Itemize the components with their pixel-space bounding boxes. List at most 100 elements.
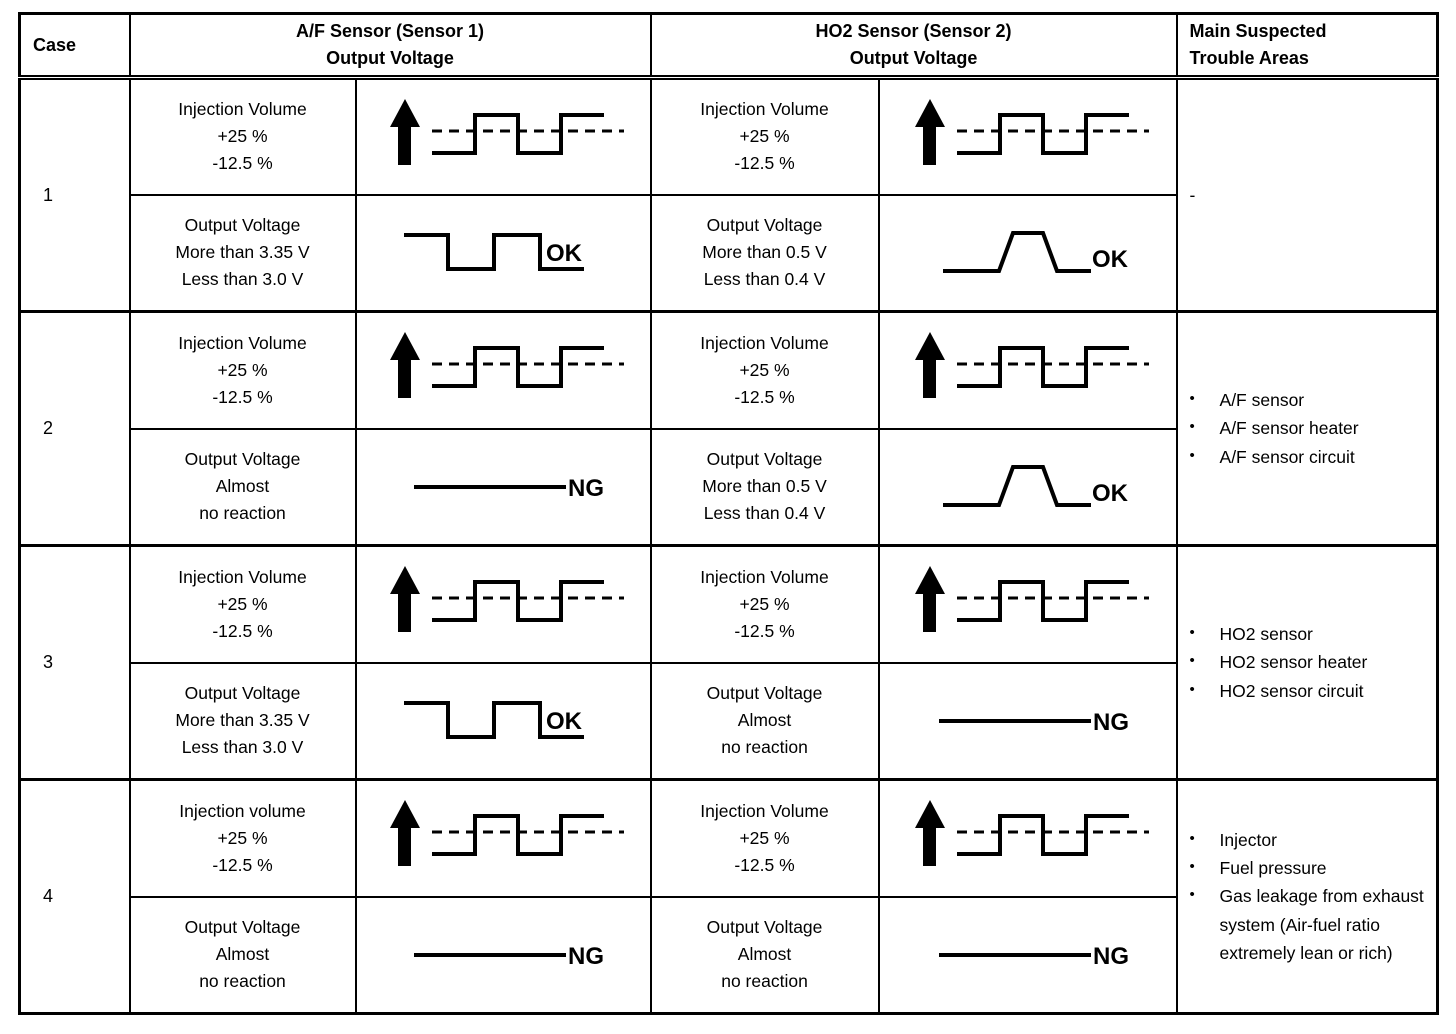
bullet-icon: •: [1189, 829, 1195, 847]
trouble-areas-cell: • A/F sensor • A/F sensor heater • A/F sensor…: [1175, 310, 1439, 547]
af-injection-text: Injection Volume +25 % -12.5 %: [128, 76, 357, 196]
af-output-wave-cell: NG: [354, 427, 652, 547]
trouble-area-text: -: [1189, 184, 1196, 205]
case-4-injection-row: 4 Injection volume +25 % -12.5 % Injecti…: [18, 778, 1439, 1015]
trapezoid-waveform-icon: OK: [880, 207, 1176, 299]
svg-text:NG: NG: [568, 943, 604, 970]
af-injection-text: Injection Volume +25 % -12.5 %: [128, 544, 357, 664]
bullet-icon: •: [1189, 389, 1195, 407]
case-3-output-row: Output Voltage More than 3.35 V Less tha…: [20, 661, 1438, 781]
af-output-wave-cell: NG: [354, 895, 652, 1015]
ho2-injection-wave-cell: [877, 310, 1178, 430]
ho2-output-wave-cell: OK: [877, 193, 1178, 313]
af-output-text: Output Voltage More than 3.35 V Less tha…: [128, 661, 357, 781]
bullet-icon: •: [1189, 886, 1195, 904]
svg-text:NG: NG: [1093, 943, 1129, 970]
af-output-wave-cell: OK: [354, 661, 652, 781]
trapezoid-waveform-icon: OK: [880, 441, 1176, 533]
ho2-output-text: Output Voltage Almost no reaction: [649, 661, 880, 781]
flat-waveform-icon: NG: [880, 909, 1176, 1001]
trouble-area-item: • HO2 sensor heater: [1178, 648, 1437, 676]
af-injection-wave-cell: [354, 76, 652, 196]
trouble-areas-cell: -: [1175, 76, 1439, 313]
trouble-area-item: • HO2 sensor: [1178, 620, 1437, 648]
header-row: Case A/F Sensor (Sensor 1) Output Voltag…: [18, 12, 1439, 80]
trouble-areas-cell: • HO2 sensor • HO2 sensor heater • HO2 sensor…: [1175, 544, 1439, 781]
case-1-output-row: Output Voltage More than 3.35 V Less tha…: [20, 193, 1438, 313]
trouble-area-item: • HO2 sensor circuit: [1178, 677, 1437, 705]
case-number: 1: [18, 76, 131, 313]
header-ho2-sensor: HO2 Sensor (Sensor 2) Output Voltage: [649, 12, 1178, 80]
trouble-area-item: • Fuel pressure: [1178, 854, 1437, 882]
trouble-area-text: A/F sensor heater: [1219, 418, 1359, 439]
injection-waveform-icon: [880, 91, 1176, 183]
diagnostic-table: Case A/F Sensor (Sensor 1) Output Voltag…: [18, 12, 1440, 1015]
trouble-area-text: HO2 sensor: [1219, 623, 1313, 644]
bullet-icon: •: [1189, 623, 1195, 641]
injection-waveform-icon: [357, 558, 650, 650]
af-output-text: Output Voltage More than 3.35 V Less tha…: [128, 193, 357, 313]
header-case: Case: [18, 12, 131, 80]
af-injection-wave-cell: [354, 544, 652, 664]
trouble-area-text: A/F sensor circuit: [1219, 446, 1355, 467]
case-2-injection-row: 2 Injection Volume +25 % -12.5 % Injecti…: [18, 310, 1439, 547]
bullet-icon: •: [1189, 680, 1195, 698]
bullet-icon: •: [1189, 857, 1195, 875]
bullet-icon: •: [1189, 446, 1195, 464]
svg-text:OK: OK: [546, 240, 583, 267]
ho2-output-text: Output Voltage Almost no reaction: [649, 895, 880, 1015]
flat-waveform-icon: NG: [357, 441, 650, 533]
trouble-area-item: • A/F sensor circuit: [1178, 443, 1437, 471]
flat-waveform-icon: NG: [357, 909, 650, 1001]
ho2-injection-wave-cell: [877, 544, 1178, 664]
trouble-area-text: Fuel pressure: [1219, 857, 1327, 878]
case-1-injection-row: 1 Injection Volume +25 % -12.5 % Injecti…: [18, 76, 1439, 313]
svg-text:OK: OK: [546, 708, 583, 735]
trouble-area-text: Injector: [1219, 829, 1277, 850]
ho2-injection-text: Injection Volume +25 % -12.5 %: [649, 778, 880, 898]
ho2-output-text: Output Voltage More than 0.5 V Less than…: [649, 427, 880, 547]
square-waveform-icon: OK: [357, 207, 650, 299]
injection-waveform-icon: [357, 324, 650, 416]
bullet-icon: •: [1189, 418, 1195, 436]
trouble-area-item: • Gas leakage from exhaust system (Air-fu…: [1178, 882, 1437, 967]
ho2-injection-text: Injection Volume +25 % -12.5 %: [649, 544, 880, 664]
trouble-area-text: HO2 sensor heater: [1219, 652, 1368, 673]
trouble-area-item: • A/F sensor: [1178, 386, 1437, 414]
injection-waveform-icon: [357, 792, 650, 884]
trouble-area-text: A/F sensor: [1219, 389, 1305, 410]
ho2-output-wave-cell: NG: [877, 661, 1178, 781]
svg-text:OK: OK: [1092, 246, 1129, 273]
case-3-injection-row: 3 Injection Volume +25 % -12.5 % Injecti…: [18, 544, 1439, 781]
ho2-injection-text: Injection Volume +25 % -12.5 %: [649, 310, 880, 430]
trouble-area-text: HO2 sensor circuit: [1219, 680, 1364, 701]
injection-waveform-icon: [880, 324, 1176, 416]
ho2-injection-wave-cell: [877, 76, 1178, 196]
af-injection-text: Injection volume +25 % -12.5 %: [128, 778, 357, 898]
case-number: 2: [18, 310, 131, 547]
ho2-output-wave-cell: OK: [877, 427, 1178, 547]
case-4-output-row: Output Voltage Almost no reaction NG Out…: [20, 895, 1438, 1015]
af-output-text: Output Voltage Almost no reaction: [128, 427, 357, 547]
square-waveform-icon: OK: [357, 675, 650, 767]
injection-waveform-icon: [880, 558, 1176, 650]
af-injection-wave-cell: [354, 778, 652, 898]
ho2-output-text: Output Voltage More than 0.5 V Less than…: [649, 193, 880, 313]
trouble-area-item: -: [1178, 181, 1437, 209]
case-number: 3: [18, 544, 131, 781]
trouble-area-item: • Injector: [1178, 826, 1437, 854]
case-2-output-row: Output Voltage Almost no reaction NG Out…: [20, 427, 1438, 547]
af-injection-wave-cell: [354, 310, 652, 430]
ho2-output-wave-cell: NG: [877, 895, 1178, 1015]
header-af-sensor: A/F Sensor (Sensor 1) Output Voltage: [128, 12, 652, 80]
ho2-injection-text: Injection Volume +25 % -12.5 %: [649, 76, 880, 196]
trouble-area-item: • A/F sensor heater: [1178, 414, 1437, 442]
injection-waveform-icon: [880, 792, 1176, 884]
af-output-wave-cell: OK: [354, 193, 652, 313]
svg-text:NG: NG: [568, 475, 604, 502]
af-injection-text: Injection Volume +25 % -12.5 %: [128, 310, 357, 430]
svg-text:NG: NG: [1093, 709, 1129, 736]
trouble-area-text: Gas leakage from exhaust system (Air-fue…: [1219, 886, 1424, 964]
bullet-icon: •: [1189, 652, 1195, 670]
flat-waveform-icon: NG: [880, 675, 1176, 767]
